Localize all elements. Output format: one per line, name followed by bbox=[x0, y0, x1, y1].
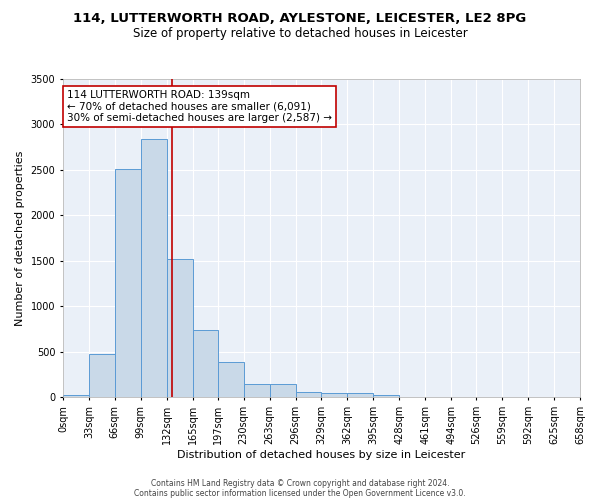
Bar bbox=[141, 139, 167, 398]
Y-axis label: Number of detached properties: Number of detached properties bbox=[15, 150, 25, 326]
Bar bbox=[373, 394, 399, 398]
Bar bbox=[89, 354, 115, 398]
Text: 114 LUTTERWORTH ROAD: 139sqm
← 70% of detached houses are smaller (6,091)
30% of: 114 LUTTERWORTH ROAD: 139sqm ← 70% of de… bbox=[67, 90, 332, 123]
Text: 114, LUTTERWORTH ROAD, AYLESTONE, LEICESTER, LE2 8PG: 114, LUTTERWORTH ROAD, AYLESTONE, LEICES… bbox=[73, 12, 527, 26]
Bar bbox=[115, 169, 141, 398]
Bar bbox=[167, 259, 193, 398]
Bar bbox=[296, 392, 322, 398]
Bar bbox=[218, 362, 244, 398]
Bar bbox=[347, 393, 373, 398]
Bar bbox=[269, 384, 296, 398]
X-axis label: Distribution of detached houses by size in Leicester: Distribution of detached houses by size … bbox=[178, 450, 466, 460]
Bar bbox=[244, 384, 269, 398]
Bar bbox=[63, 394, 89, 398]
Text: Contains public sector information licensed under the Open Government Licence v3: Contains public sector information licen… bbox=[134, 488, 466, 498]
Text: Contains HM Land Registry data © Crown copyright and database right 2024.: Contains HM Land Registry data © Crown c… bbox=[151, 478, 449, 488]
Text: Size of property relative to detached houses in Leicester: Size of property relative to detached ho… bbox=[133, 28, 467, 40]
Bar bbox=[193, 330, 218, 398]
Bar bbox=[322, 393, 347, 398]
